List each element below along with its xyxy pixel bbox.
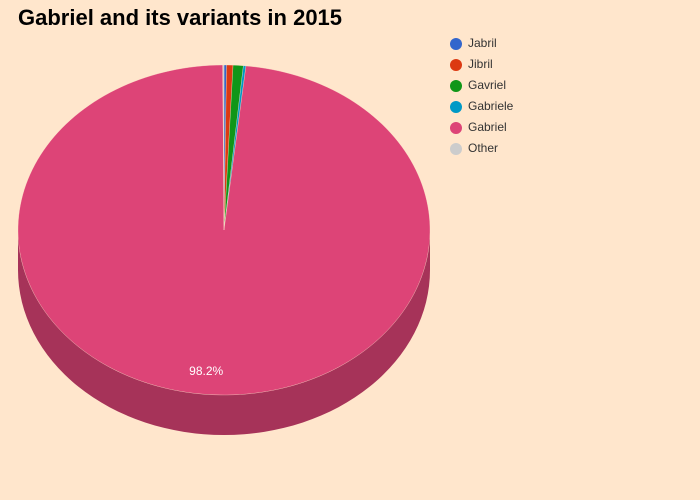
legend-label: Gabriele — [468, 99, 514, 113]
legend-marker — [450, 122, 462, 134]
legend-label: Other — [468, 141, 498, 155]
legend-marker — [450, 38, 462, 50]
legend-marker — [450, 143, 462, 155]
legend-label: Gabriel — [468, 120, 507, 134]
chart-title: Gabriel and its variants in 2015 — [18, 5, 342, 30]
legend-marker — [450, 80, 462, 92]
legend-label: Jibril — [468, 57, 493, 71]
legend-label: Gavriel — [468, 78, 506, 92]
pie-slice — [222, 64, 225, 231]
data-label: 98.2% — [189, 364, 223, 378]
legend-label: Jabril — [468, 36, 497, 50]
legend-marker — [450, 101, 462, 113]
legend-marker — [450, 59, 462, 71]
pie-side — [18, 230, 430, 435]
